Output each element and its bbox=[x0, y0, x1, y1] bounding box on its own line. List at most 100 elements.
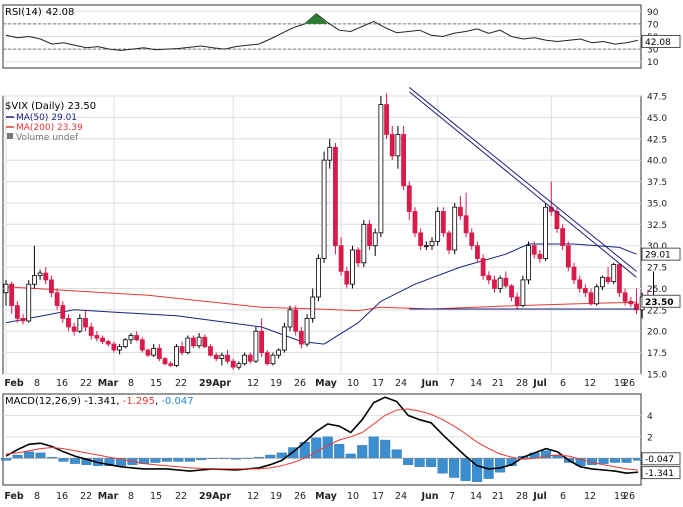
macd-x-tick-label: Jun bbox=[420, 491, 438, 502]
macd-histogram-bar bbox=[598, 458, 609, 464]
candle-body bbox=[298, 330, 304, 345]
price-x-tick-label: 26 bbox=[623, 378, 635, 389]
candle-body bbox=[230, 360, 236, 368]
candle-body bbox=[304, 317, 310, 345]
candle-body bbox=[406, 185, 412, 212]
candle-body bbox=[287, 309, 293, 328]
candle-body bbox=[509, 285, 514, 298]
candle bbox=[310, 288, 316, 323]
signal-line bbox=[5, 408, 639, 471]
candle-body bbox=[128, 335, 134, 341]
macd-x-tick-label: Jul bbox=[532, 491, 547, 502]
price-x-tick-label: 16 bbox=[56, 378, 68, 389]
macd-x-tick-label: 14 bbox=[470, 491, 482, 502]
price-tick-label: 35.0 bbox=[647, 199, 667, 209]
price-x-tick-label: 12 bbox=[247, 378, 259, 389]
candle bbox=[389, 125, 395, 161]
candle bbox=[219, 352, 225, 366]
candle-body bbox=[270, 354, 276, 365]
candle-body bbox=[480, 258, 486, 277]
candle-body bbox=[600, 276, 605, 288]
candle-body bbox=[469, 232, 475, 247]
candle bbox=[537, 249, 543, 263]
candle bbox=[225, 350, 230, 364]
candle-body bbox=[173, 346, 179, 366]
macd-histogram-bar bbox=[150, 458, 161, 463]
candle-body bbox=[486, 275, 492, 281]
candle bbox=[37, 269, 43, 280]
candle bbox=[179, 341, 185, 356]
candle bbox=[605, 267, 611, 285]
candle bbox=[514, 292, 520, 310]
macd-histogram-bar bbox=[58, 458, 69, 462]
candle-body bbox=[577, 279, 583, 289]
candle-body bbox=[26, 283, 32, 322]
candle-body bbox=[151, 347, 157, 356]
macd-x-tick-label: 6 bbox=[560, 491, 566, 502]
macd-histogram-bar bbox=[495, 458, 506, 473]
candle-body bbox=[202, 336, 208, 348]
candle-body bbox=[582, 288, 588, 294]
candle bbox=[88, 322, 94, 340]
candle bbox=[32, 245, 37, 289]
price-x-tick-label: 22 bbox=[80, 378, 92, 389]
candle bbox=[634, 288, 639, 315]
candle-body bbox=[350, 249, 355, 285]
price-x-tick-label: May bbox=[315, 378, 338, 389]
rsi-line bbox=[5, 13, 639, 51]
price-x-tick-label: 8 bbox=[128, 378, 134, 389]
candle-body bbox=[168, 363, 174, 366]
candle bbox=[401, 125, 407, 191]
candle bbox=[435, 207, 441, 246]
candle-body bbox=[185, 337, 191, 354]
macd-value-label: -1.341 bbox=[645, 469, 674, 479]
candle bbox=[315, 254, 321, 302]
price-tick-label: 22.5 bbox=[647, 306, 667, 316]
candle-body bbox=[588, 292, 594, 305]
candle-body bbox=[338, 245, 344, 272]
macd-x-tick-label: 19 bbox=[270, 491, 282, 502]
price-x-tick-label: 8 bbox=[34, 378, 40, 389]
candle bbox=[156, 344, 162, 362]
macd-title-part: , bbox=[155, 396, 161, 407]
candle-body bbox=[554, 211, 560, 229]
rsi-current-label: 42.08 bbox=[645, 38, 671, 48]
candle bbox=[554, 207, 560, 233]
price-tick-label: 47.5 bbox=[647, 93, 667, 103]
candle bbox=[264, 350, 270, 366]
macd-histogram-bar bbox=[632, 458, 644, 461]
macd-frame bbox=[2, 393, 642, 486]
rsi-value: 42.08 bbox=[46, 7, 75, 18]
candle-body bbox=[355, 249, 361, 264]
price-x-tick-label: 22 bbox=[175, 378, 187, 389]
macd-histogram-bar bbox=[184, 458, 195, 462]
candle-body bbox=[208, 346, 213, 356]
rsi-tick-label: 10 bbox=[647, 58, 659, 68]
candle-body bbox=[117, 346, 122, 351]
candle-body bbox=[361, 223, 367, 264]
candle-body bbox=[94, 335, 100, 339]
rsi-tick-label: 70 bbox=[647, 20, 659, 30]
macd-tick-label: 2 bbox=[647, 433, 653, 443]
price-tick-label: 42.5 bbox=[647, 135, 667, 145]
macd-x-tick-label: 12 bbox=[247, 491, 259, 502]
macd-histogram-bar bbox=[380, 439, 391, 459]
candle bbox=[139, 337, 145, 353]
candle-body bbox=[122, 339, 128, 348]
rsi-tick-label: 90 bbox=[647, 8, 659, 18]
candle bbox=[503, 271, 509, 289]
candle bbox=[230, 358, 236, 370]
candle bbox=[128, 332, 134, 345]
candle bbox=[344, 267, 350, 289]
trendline bbox=[408, 91, 637, 278]
candle-body bbox=[259, 330, 265, 354]
candle bbox=[611, 262, 617, 285]
candle-body bbox=[156, 347, 162, 360]
macd-x-tick-label: 29Apr bbox=[199, 491, 231, 502]
candle bbox=[253, 326, 259, 363]
price-tick-label: 15.0 bbox=[647, 371, 667, 381]
candle bbox=[173, 344, 179, 368]
candle bbox=[287, 305, 293, 332]
